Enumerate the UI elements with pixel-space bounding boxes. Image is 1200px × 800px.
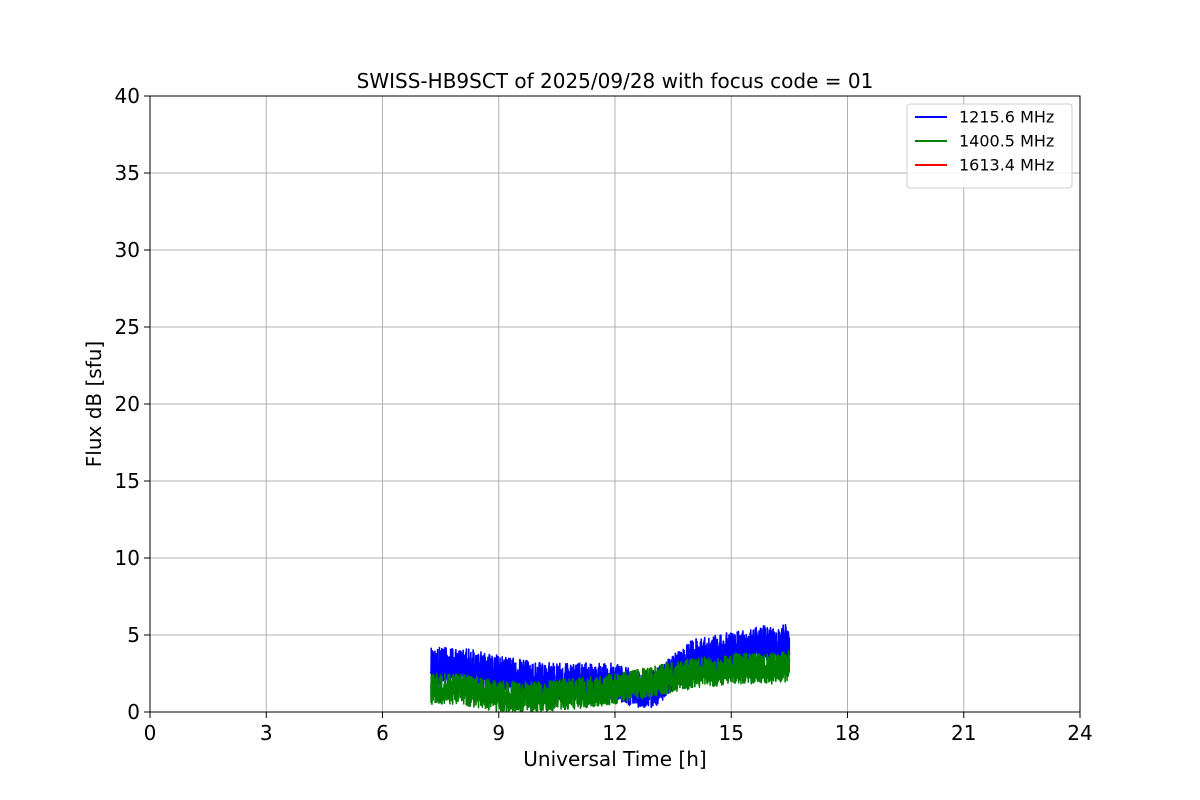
legend-label: 1400.5 MHz: [959, 132, 1054, 151]
y-tick-label: 35: [115, 161, 140, 185]
x-tick-label: 18: [835, 721, 860, 745]
y-tick-label: 0: [127, 700, 140, 724]
chart-title: SWISS-HB9SCT of 2025/09/28 with focus co…: [357, 69, 874, 93]
x-tick-label: 21: [951, 721, 976, 745]
y-axis-title: Flux dB [sfu]: [82, 341, 106, 467]
x-tick-label: 3: [260, 721, 273, 745]
x-tick-label: 15: [719, 721, 744, 745]
legend-label: 1215.6 MHz: [959, 108, 1054, 127]
y-tick-label: 40: [115, 84, 140, 108]
legend: 1215.6 MHz 1400.5 MHz 1613.4 MHz: [906, 103, 1073, 189]
ticks: 0 3 6 9 12 15 18 21 24 0 5 10 15 20 25 30 35 40: [115, 84, 1093, 745]
y-tick-label: 10: [115, 546, 140, 570]
x-tick-label: 12: [602, 721, 627, 745]
x-tick-label: 9: [492, 721, 505, 745]
x-tick-label: 0: [144, 721, 157, 745]
y-tick-label: 30: [115, 238, 140, 262]
x-tick-label: 6: [376, 721, 389, 745]
plot-area: [430, 623, 791, 712]
y-tick-label: 15: [115, 469, 140, 493]
x-axis-title: Universal Time [h]: [523, 747, 706, 771]
y-tick-label: 20: [115, 392, 140, 416]
y-tick-label: 25: [115, 315, 140, 339]
y-tick-label: 5: [127, 623, 140, 647]
series-line-2: [430, 649, 791, 712]
legend-label: 1613.4 MHz: [959, 156, 1054, 175]
legend-box: [906, 103, 1073, 189]
x-tick-label: 24: [1067, 721, 1092, 745]
